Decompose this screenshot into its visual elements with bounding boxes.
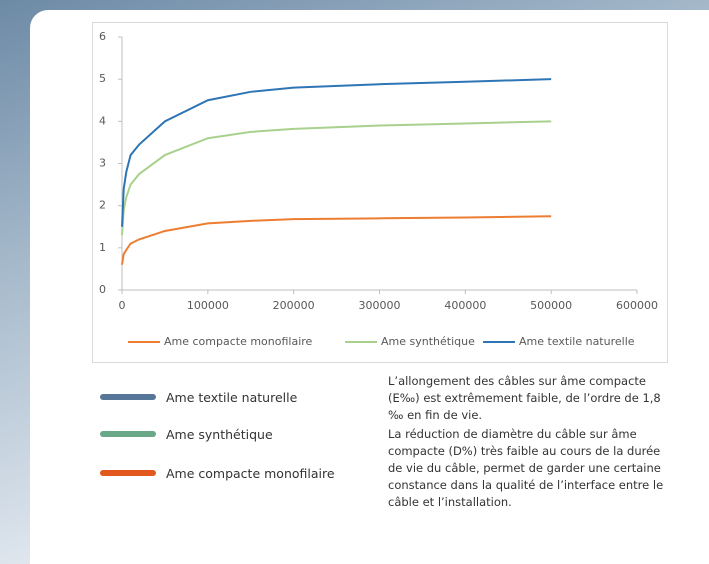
key-swatch: [100, 394, 156, 400]
key-swatch: [100, 470, 156, 476]
y-tick-label: 0: [99, 283, 106, 296]
legend-label: Ame textile naturelle: [519, 335, 635, 348]
y-tick-label: 2: [99, 199, 106, 212]
description: La réduction de diamètre du câble sur âm…: [388, 427, 664, 509]
y-tick-label: 4: [99, 114, 106, 127]
description: L’allongement des câbles sur âme compact…: [388, 374, 661, 422]
key-label: Ame synthétique: [166, 426, 273, 442]
key-item: Ame textile naturelle: [100, 387, 297, 407]
x-tick-label: 500000: [530, 299, 572, 312]
x-tick-label: 600000: [616, 299, 658, 312]
legend-label: Ame compacte monofilaire: [164, 335, 313, 348]
key-item: Ame compacte monofilaire: [100, 463, 335, 483]
key-swatch: [100, 431, 156, 437]
y-tick-label: 5: [99, 72, 106, 85]
series-line: [121, 78, 552, 227]
y-tick-label: 3: [99, 157, 106, 170]
x-tick-label: 400000: [444, 299, 486, 312]
key-label: Ame textile naturelle: [166, 389, 298, 405]
x-tick-label: 100000: [187, 299, 229, 312]
chart: 0 1 2 3 4 5 6 0 100000 200000 300000 400000 500000 60…: [92, 22, 668, 363]
key-item: Ame synthétique: [100, 424, 273, 444]
series-line: [121, 215, 552, 265]
chart-frame: [92, 22, 668, 363]
x-tick-label: 0: [119, 299, 126, 312]
legend-label: Ame synthétique: [381, 335, 475, 348]
y-tick-label: 6: [99, 30, 106, 43]
x-tick-label: 200000: [273, 299, 315, 312]
key-label: Ame compacte monofilaire: [166, 465, 335, 481]
series-line: [121, 120, 552, 236]
y-tick-label: 1: [99, 241, 106, 254]
x-tick-label: 300000: [359, 299, 401, 312]
